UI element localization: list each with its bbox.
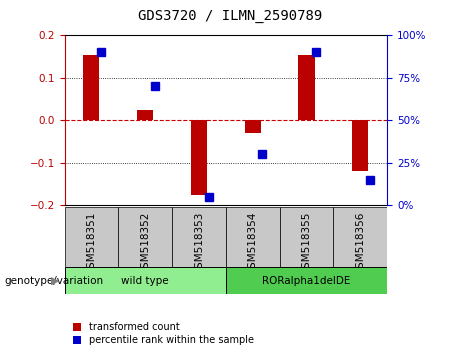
Text: GSM518353: GSM518353 [194, 212, 204, 275]
Bar [352, 120, 368, 171]
Text: GSM518356: GSM518356 [355, 212, 366, 275]
Text: wild type: wild type [121, 275, 169, 286]
Bar [172, 207, 226, 267]
Bar [298, 55, 314, 120]
Bar [137, 110, 153, 120]
Legend: transformed count, percentile rank within the sample: transformed count, percentile rank withi… [70, 319, 258, 349]
Text: GSM518352: GSM518352 [140, 212, 150, 275]
Bar [191, 120, 207, 195]
Text: GSM518355: GSM518355 [301, 212, 312, 275]
Bar [280, 207, 333, 267]
Bar [65, 207, 118, 267]
Bar [226, 267, 387, 294]
Text: GSM518354: GSM518354 [248, 212, 258, 275]
Bar [226, 207, 280, 267]
Bar [118, 207, 172, 267]
Bar [83, 55, 100, 120]
Bar [333, 207, 387, 267]
Text: GSM518351: GSM518351 [86, 212, 96, 275]
Text: RORalpha1delDE: RORalpha1delDE [262, 275, 351, 286]
Bar [65, 267, 226, 294]
Bar [245, 120, 261, 133]
Text: genotype/variation: genotype/variation [5, 275, 104, 286]
Text: ▶: ▶ [52, 275, 60, 286]
Text: GDS3720 / ILMN_2590789: GDS3720 / ILMN_2590789 [138, 9, 323, 23]
